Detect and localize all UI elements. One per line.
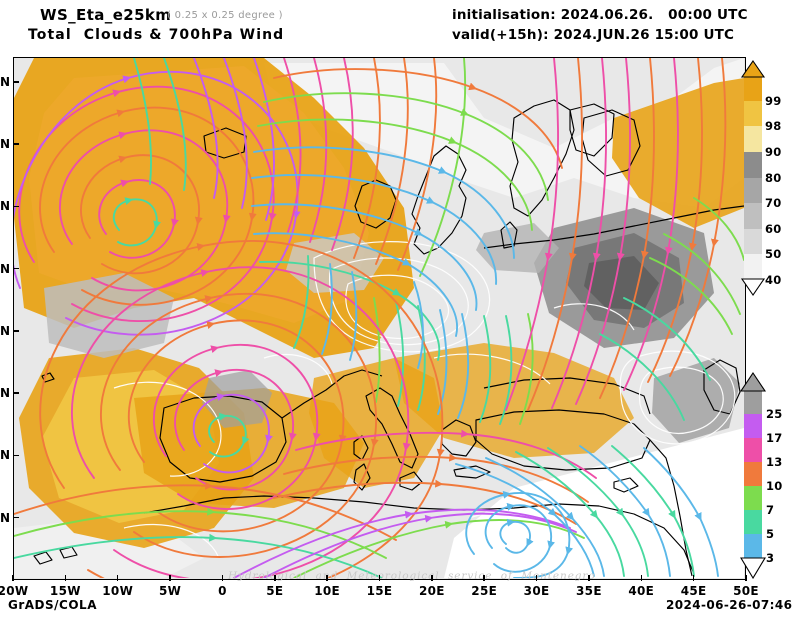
streamline-layer xyxy=(14,58,744,578)
y-tick-label: N xyxy=(0,386,11,401)
wind-speed-colorbar[interactable] xyxy=(744,390,762,558)
x-tick-mark xyxy=(640,575,643,581)
y-tick-mark xyxy=(13,330,19,332)
y-tick-mark xyxy=(13,392,19,394)
colorbar-segment xyxy=(744,203,762,230)
x-tick-mark xyxy=(378,575,381,581)
x-tick-mark xyxy=(483,575,485,581)
x-tick-mark xyxy=(64,575,67,581)
map-canvas xyxy=(14,58,744,578)
colorbar-tick-label: 50 xyxy=(765,247,782,262)
colorbar-segment xyxy=(744,438,762,463)
x-tick-label-5w: 5W xyxy=(158,584,182,598)
y-tick-label: N xyxy=(0,137,11,152)
x-tick-mark xyxy=(692,575,695,581)
x-tick-label-10w: 10W xyxy=(102,584,134,598)
y-tick-label: N xyxy=(0,74,11,89)
x-tick-label-35e: 35E xyxy=(576,584,602,598)
x-tick-mark xyxy=(116,575,119,581)
colorbar-tick-label: 40 xyxy=(765,273,782,287)
colorbar-tick-label: 90 xyxy=(765,144,782,159)
colorbar-segment xyxy=(744,510,762,535)
x-tick-label-15w: 15W xyxy=(49,584,81,598)
grads-producer-label: GrADS/COLA xyxy=(8,598,97,612)
colorbar-tick-label: 17 xyxy=(766,431,783,445)
y-tick-mark xyxy=(13,516,19,519)
colorbar-segment xyxy=(744,126,762,153)
wind-colorbar-top-arrow xyxy=(739,372,767,392)
colorbar-tick-label: 5 xyxy=(766,527,775,541)
y-tick-label: N xyxy=(0,199,11,214)
x-tick-mark xyxy=(169,575,171,581)
x-tick-mark xyxy=(588,575,590,581)
x-tick-label-40e: 40E xyxy=(628,584,655,598)
colorbar-tick-label: 98 xyxy=(765,119,782,134)
colorbar-segment xyxy=(744,177,762,205)
x-tick-mark xyxy=(326,575,328,581)
colorbar-segment xyxy=(744,462,762,487)
y-tick-mark xyxy=(13,143,19,145)
y-tick-label: N xyxy=(0,323,11,338)
y-tick-mark xyxy=(13,267,19,270)
colorbar-tick-label: 13 xyxy=(766,455,783,469)
x-tick-label-30e: 30E xyxy=(523,584,550,598)
colorbar-segment xyxy=(744,75,762,102)
cloud-cover-colorbar[interactable] xyxy=(744,75,762,280)
y-tick-mark xyxy=(13,454,19,457)
colorbar-tick-label: 10 xyxy=(766,479,783,493)
x-tick-mark xyxy=(274,575,276,581)
wind-colorbar-bottom-arrow xyxy=(740,557,766,580)
initialisation-time-label: initialisation: 2024.06.26. 00:00 UTC xyxy=(452,7,748,23)
x-tick-mark xyxy=(221,575,224,581)
colorbar-tick-label: 60 xyxy=(765,221,782,236)
colorbar-segment xyxy=(744,228,762,256)
map-plot-area xyxy=(13,57,746,580)
x-tick-mark xyxy=(745,575,747,581)
x-tick-label-15e: 15E xyxy=(366,584,393,598)
colorbar-tick-label: 25 xyxy=(766,407,783,421)
x-tick-mark xyxy=(535,575,538,581)
colorbar-tick-label: 3 xyxy=(766,551,775,565)
y-tick-label: N xyxy=(0,510,11,525)
cloud-colorbar-top-arrow xyxy=(740,60,766,78)
y-tick-mark xyxy=(13,81,19,83)
colorbar-segment xyxy=(744,254,762,280)
x-tick-label-20w: 20W xyxy=(0,584,29,598)
generation-timestamp-label: 2024-06-26-07:46 xyxy=(666,598,793,612)
colorbar-segment xyxy=(744,486,762,511)
cloud-colorbar-bottom-arrow xyxy=(740,278,766,296)
colorbar-segment xyxy=(744,534,762,558)
field-title-label: Total Clouds & 700hPa Wind xyxy=(28,27,285,43)
valid-time-label: valid(+15h): 2024.JUN.26 15:00 UTC xyxy=(452,27,735,43)
model-resolution-label: ( 0.25 x 0.25 degree ) xyxy=(167,10,283,21)
colorbar-tick-label: 99 xyxy=(765,93,782,108)
x-tick-label-10e: 10E xyxy=(314,584,341,598)
x-tick-label-50e: 50E xyxy=(733,584,759,598)
service-watermark: Hydrological and Meteorological service … xyxy=(228,570,596,582)
colorbar-tick-label: 70 xyxy=(765,196,782,211)
x-tick-label-5e: 5E xyxy=(266,584,284,598)
colorbar-tick-label: 7 xyxy=(766,503,775,517)
colorbar-segment xyxy=(744,390,762,415)
colorbar-segment xyxy=(744,414,762,439)
x-tick-label-45e: 45E xyxy=(680,584,707,598)
colorbar-segment xyxy=(744,100,762,128)
model-name-label: WS_Eta_e25km xyxy=(40,6,172,24)
y-tick-label: N xyxy=(0,448,11,463)
x-tick-label-25e: 25E xyxy=(471,584,498,598)
y-tick-mark xyxy=(13,205,19,208)
x-tick-mark xyxy=(431,575,433,581)
colorbar-tick-label: 80 xyxy=(765,170,782,185)
x-tick-mark xyxy=(12,575,14,581)
colorbar-segment xyxy=(744,151,762,179)
x-tick-label-0: 0 xyxy=(218,584,227,598)
y-tick-label: N xyxy=(0,261,11,276)
x-tick-label-20e: 20E xyxy=(418,584,445,598)
